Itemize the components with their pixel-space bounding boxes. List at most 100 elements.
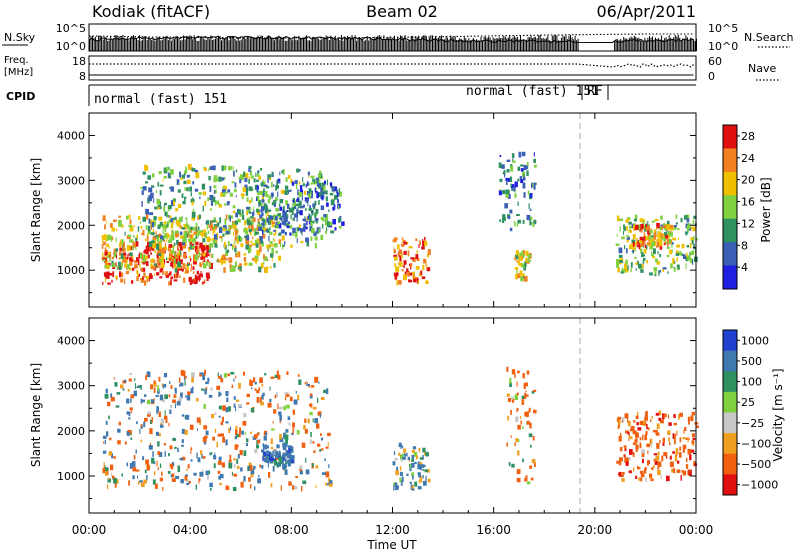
echo-cell — [295, 391, 297, 394]
echo-cell — [285, 461, 290, 464]
echo-cell — [200, 246, 203, 252]
echo-cell — [159, 190, 162, 196]
echo-cell — [307, 171, 310, 176]
echo-cell — [148, 445, 153, 450]
echo-cell — [618, 461, 622, 466]
echo-cell — [199, 471, 204, 477]
echo-cell — [233, 378, 235, 382]
echo-cell — [301, 442, 306, 448]
echo-cell — [666, 246, 670, 249]
echo-cell — [394, 458, 398, 461]
echo-cell — [124, 278, 126, 285]
echo-cell — [218, 176, 222, 182]
echo-cell — [259, 167, 263, 171]
echo-cell — [691, 411, 695, 416]
echo-cell — [524, 394, 529, 397]
echo-cell — [248, 186, 253, 191]
echo-cell — [218, 415, 221, 418]
echo-cell — [237, 230, 239, 233]
beam-title: Beam 02 — [366, 2, 438, 21]
echo-cell — [256, 389, 260, 394]
echo-cell — [253, 465, 256, 470]
echo-cell — [170, 261, 173, 266]
echo-cell — [131, 280, 134, 284]
echo-cell — [633, 234, 636, 239]
echo-cell — [534, 164, 537, 168]
echo-cell — [278, 222, 282, 229]
echo-cell — [173, 242, 176, 246]
echo-cell — [317, 411, 322, 416]
echo-cell — [274, 395, 277, 399]
echo-cell — [187, 263, 190, 267]
echo-cell — [664, 225, 667, 231]
echo-cell — [519, 262, 523, 267]
echo-cell — [195, 227, 197, 230]
echo-cell — [233, 396, 236, 400]
echo-cell — [275, 224, 280, 229]
echo-cell — [618, 420, 621, 425]
echo-cell — [502, 218, 505, 223]
echo-cell — [624, 413, 629, 419]
echo-cell — [248, 248, 251, 251]
echo-cell — [126, 462, 129, 467]
echo-cell — [157, 451, 161, 456]
echo-cell — [237, 218, 241, 223]
echo-cell — [164, 451, 166, 457]
echo-cell — [660, 474, 662, 480]
echo-cell — [395, 470, 399, 476]
echo-cell — [515, 416, 519, 423]
echo-cell — [319, 413, 321, 418]
echo-cell — [158, 376, 161, 382]
echo-cell — [274, 216, 278, 221]
echo-cell — [278, 239, 282, 245]
echo-cell — [515, 273, 518, 280]
echo-cell — [243, 262, 248, 266]
echo-cell — [163, 175, 167, 179]
echo-cell — [533, 152, 535, 157]
echo-cell — [237, 404, 242, 408]
echo-cell — [141, 232, 143, 235]
echo-cell — [285, 429, 289, 433]
echo-cell — [154, 250, 156, 253]
echo-cell — [264, 444, 268, 450]
echo-cell — [419, 478, 422, 481]
echo-cell — [675, 448, 679, 455]
echo-cell — [649, 473, 653, 479]
echo-cell — [160, 235, 163, 241]
echo-cell — [240, 467, 243, 472]
echo-cell — [156, 253, 159, 259]
echo-cell — [218, 456, 222, 461]
echo-cell — [321, 193, 324, 196]
echo-cell — [673, 225, 676, 230]
echo-cell — [523, 383, 526, 389]
echo-cell — [175, 230, 179, 234]
echo-cell — [291, 206, 295, 211]
echo-cell — [263, 253, 265, 260]
echo-cell — [309, 226, 313, 232]
echo-cell — [624, 245, 626, 250]
echo-cell — [505, 194, 510, 198]
echo-cell — [148, 187, 153, 193]
echo-cell — [289, 396, 293, 402]
echo-cell — [261, 449, 263, 453]
echo-cell — [647, 427, 650, 431]
echo-cell — [230, 215, 234, 219]
echo-cell — [519, 176, 523, 179]
echo-cell — [126, 245, 131, 251]
echo-cell — [684, 426, 687, 431]
echo-cell — [263, 451, 267, 457]
echo-cell — [128, 214, 131, 219]
echo-cell — [249, 380, 253, 386]
echo-cell — [243, 171, 246, 177]
echo-cell — [151, 246, 155, 251]
echo-cell — [653, 459, 656, 462]
echo-cell — [222, 186, 224, 189]
colorbar-tick-label: 12 — [741, 217, 755, 230]
echo-cell — [203, 259, 206, 263]
echo-cell — [277, 403, 279, 410]
echo-cell — [309, 403, 313, 407]
echo-cell — [206, 245, 209, 250]
echo-cell — [665, 241, 668, 245]
